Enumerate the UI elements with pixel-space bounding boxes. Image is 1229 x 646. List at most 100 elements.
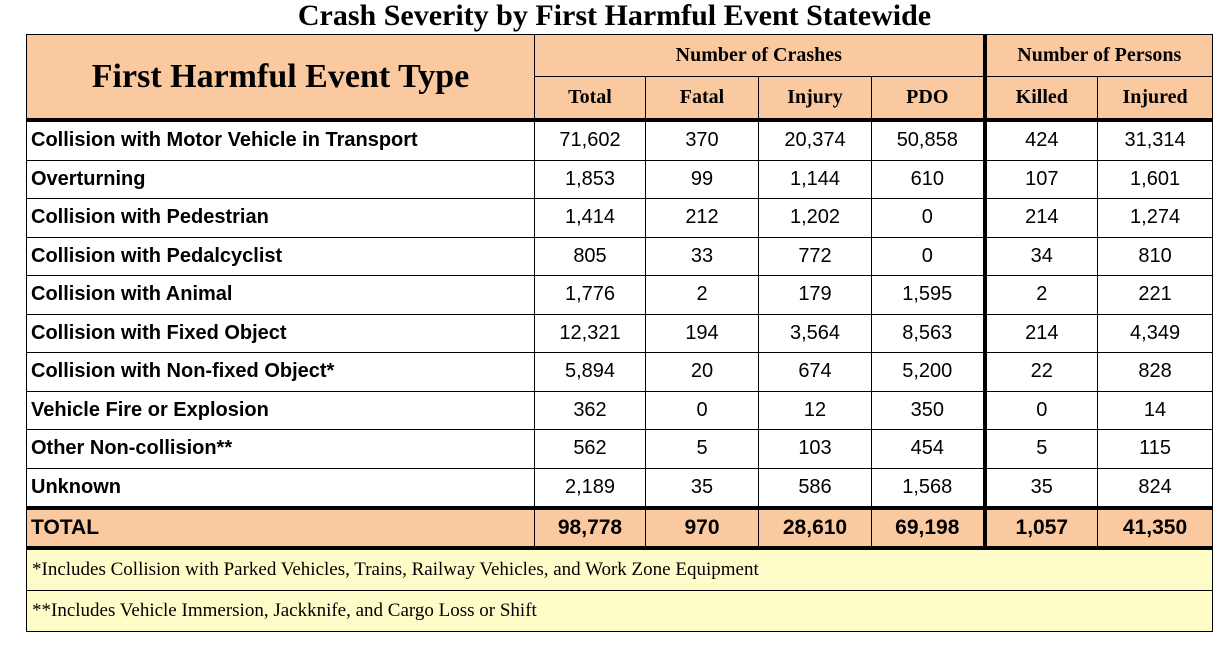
- row-label: Other Non-collision**: [26, 429, 535, 469]
- cell-value: 2,189: [534, 467, 646, 509]
- cell-value: 14: [1097, 390, 1214, 430]
- cell-value: 50,858: [870, 118, 986, 161]
- cell-value: 424: [982, 118, 1099, 161]
- cell-value: 824: [1097, 467, 1214, 509]
- cell-value: 586: [758, 467, 872, 509]
- cell-value: 179: [758, 275, 872, 315]
- cell-value: 1,202: [758, 198, 872, 238]
- cell-value: 610: [870, 159, 986, 199]
- row-label: Collision with Motor Vehicle in Transpor…: [26, 118, 535, 161]
- cell-value: 810: [1097, 236, 1214, 276]
- cell-value: 34: [982, 236, 1099, 276]
- cell-value: 1,601: [1097, 159, 1214, 199]
- total-value: 69,198: [870, 506, 986, 549]
- total-label: TOTAL: [26, 506, 535, 549]
- table-row: Collision with Motor Vehicle in Transpor…: [26, 118, 1214, 161]
- row-label: Collision with Pedalcyclist: [26, 236, 535, 276]
- cell-value: 0: [982, 390, 1099, 430]
- cell-value: 350: [870, 390, 986, 430]
- table-row: Collision with Pedalcyclist 805 33 772 0 34 81…: [26, 236, 1214, 276]
- cell-value: 1,414: [534, 198, 646, 238]
- row-label: Collision with Non-fixed Object*: [26, 352, 535, 392]
- cell-value: 35: [982, 467, 1099, 509]
- cell-value: 5,200: [870, 352, 986, 392]
- cell-value: 454: [870, 429, 986, 469]
- cell-value: 0: [645, 390, 759, 430]
- column-header-total: Total: [534, 76, 646, 121]
- cell-value: 2: [645, 275, 759, 315]
- cell-value: 1,274: [1097, 198, 1214, 238]
- total-value: 41,350: [1097, 506, 1214, 549]
- cell-value: 71,602: [534, 118, 646, 161]
- cell-value: 221: [1097, 275, 1214, 315]
- cell-value: 22: [982, 352, 1099, 392]
- cell-value: 1,568: [870, 467, 986, 509]
- cell-value: 214: [982, 313, 1099, 353]
- table-body: Collision with Motor Vehicle in Transpor…: [25, 118, 1214, 632]
- table-row: Collision with Fixed Object 12,321 194 3,56…: [26, 313, 1214, 353]
- row-label: Collision with Pedestrian: [26, 198, 535, 238]
- column-header-killed: Killed: [982, 76, 1099, 121]
- column-header-pdo: PDO: [870, 76, 986, 121]
- cell-value: 828: [1097, 352, 1214, 392]
- cell-value: 31,314: [1097, 118, 1214, 161]
- footnote-text: *Includes Collision with Parked Vehicles…: [25, 546, 1214, 591]
- column-header-injury: Injury: [758, 76, 872, 121]
- cell-value: 1,144: [758, 159, 872, 199]
- cell-value: 5,894: [534, 352, 646, 392]
- row-label: Overturning: [26, 159, 535, 199]
- row-label: Collision with Fixed Object: [26, 313, 535, 353]
- table-title: Crash Severity by First Harmful Event St…: [297, 0, 932, 32]
- cell-value: 8,563: [870, 313, 986, 353]
- footnote-row: *Includes Collision with Parked Vehicles…: [25, 546, 1214, 591]
- table-row: Collision with Animal 1,776 2 179 1,595 2 221: [26, 275, 1214, 315]
- cell-value: 194: [645, 313, 759, 353]
- header-event-type: First Harmful Event Type: [26, 34, 535, 121]
- cell-value: 674: [758, 352, 872, 392]
- total-value: 98,778: [534, 506, 646, 549]
- footnote-text: **Includes Vehicle Immersion, Jackknife,…: [25, 590, 1214, 632]
- total-value: 28,610: [758, 506, 872, 549]
- row-label: Unknown: [26, 467, 535, 509]
- table-row: Unknown 2,189 35 586 1,568 35 824: [26, 467, 1214, 509]
- cell-value: 115: [1097, 429, 1214, 469]
- header-number-of-persons: Number of Persons: [982, 34, 1214, 77]
- total-value: 970: [645, 506, 759, 549]
- cell-value: 33: [645, 236, 759, 276]
- cell-value: 1,776: [534, 275, 646, 315]
- cell-value: 35: [645, 467, 759, 509]
- cell-value: 562: [534, 429, 646, 469]
- table-row: Collision with Non-fixed Object* 5,894 20 6…: [26, 352, 1214, 392]
- table-row: Overturning 1,853 99 1,144 610 107 1,601: [26, 159, 1214, 199]
- cell-value: 4,349: [1097, 313, 1214, 353]
- row-label: Vehicle Fire or Explosion: [26, 390, 535, 430]
- header-number-of-crashes: Number of Crashes: [533, 34, 986, 77]
- cell-value: 1,853: [534, 159, 646, 199]
- cell-value: 107: [982, 159, 1099, 199]
- cell-value: 0: [870, 236, 986, 276]
- cell-value: 20: [645, 352, 759, 392]
- cell-value: 3,564: [758, 313, 872, 353]
- column-header-fatal: Fatal: [645, 76, 759, 121]
- table-row: Vehicle Fire or Explosion 362 0 12 350 0 14: [26, 390, 1214, 430]
- cell-value: 99: [645, 159, 759, 199]
- footnote-row: **Includes Vehicle Immersion, Jackknife,…: [25, 590, 1214, 632]
- cell-value: 214: [982, 198, 1099, 238]
- cell-value: 2: [982, 275, 1099, 315]
- cell-value: 370: [645, 118, 759, 161]
- cell-value: 12,321: [534, 313, 646, 353]
- cell-value: 1,595: [870, 275, 986, 315]
- cell-value: 20,374: [758, 118, 872, 161]
- total-value: 1,057: [982, 506, 1099, 549]
- cell-value: 212: [645, 198, 759, 238]
- cell-value: 5: [645, 429, 759, 469]
- cell-value: 5: [982, 429, 1099, 469]
- cell-value: 0: [870, 198, 986, 238]
- cell-value: 362: [534, 390, 646, 430]
- cell-value: 805: [534, 236, 646, 276]
- table-row: Other Non-collision** 562 5 103 454 5 115: [26, 429, 1214, 469]
- table-row: Collision with Pedestrian 1,414 212 1,202 0 2…: [26, 198, 1214, 238]
- row-label: Collision with Animal: [26, 275, 535, 315]
- column-header-injured: Injured: [1097, 76, 1214, 121]
- cell-value: 12: [758, 390, 872, 430]
